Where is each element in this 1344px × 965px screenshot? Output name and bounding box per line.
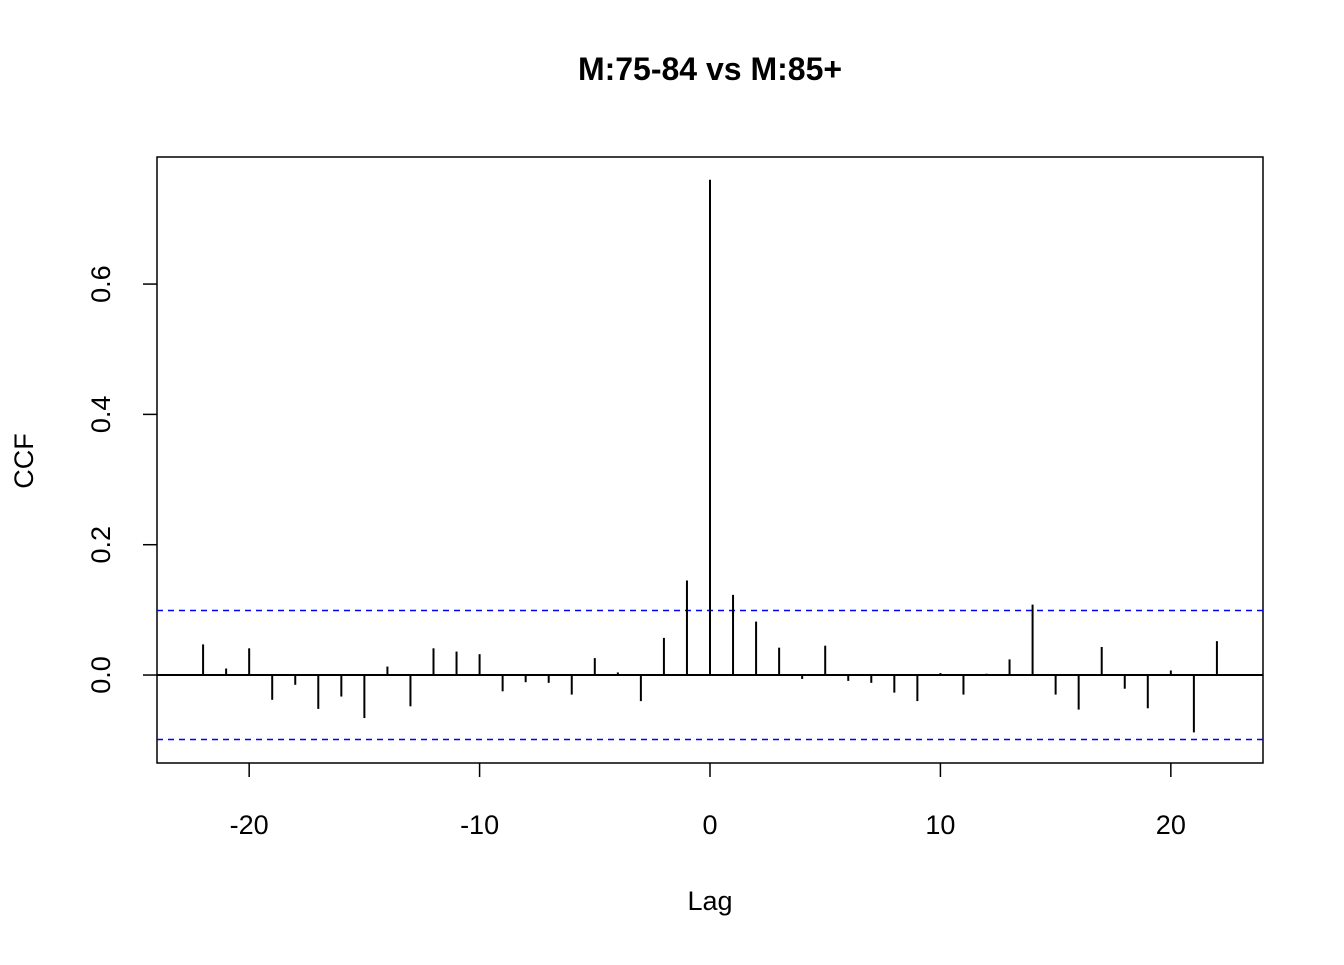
chart-marks: -20 -10 0 10 20 0.0 0.2 0.4 0.6 xyxy=(86,179,1263,840)
y-tick-label: 0.4 xyxy=(86,396,116,434)
chart-title: M:75-84 vs M:85+ xyxy=(578,51,842,87)
y-axis-label: CCF xyxy=(9,433,39,489)
x-tick-label: 10 xyxy=(925,810,955,840)
x-axis-label: Lag xyxy=(687,886,732,916)
x-tick-label: 0 xyxy=(702,810,717,840)
x-tick-label: -20 xyxy=(230,810,269,840)
y-tick-label: 0.2 xyxy=(86,526,116,564)
y-tick-label: 0.0 xyxy=(86,656,116,694)
y-tick-label: 0.6 xyxy=(86,265,116,303)
x-tick-label: 20 xyxy=(1156,810,1186,840)
x-tick-label: -10 xyxy=(460,810,499,840)
